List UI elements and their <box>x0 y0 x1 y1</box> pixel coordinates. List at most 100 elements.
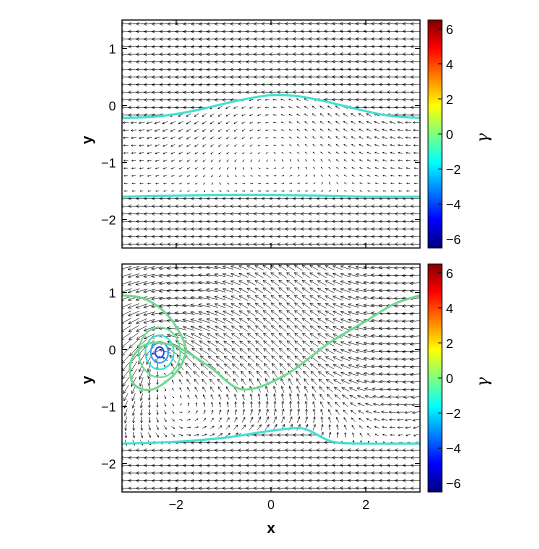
vector-arrow <box>223 333 233 340</box>
vector-arrow <box>300 59 312 64</box>
vector-arrow <box>131 393 136 402</box>
vector-arrow <box>409 349 420 354</box>
vector-arrow <box>264 114 269 116</box>
vector-arrow <box>358 121 364 125</box>
vector-arrow <box>347 295 359 301</box>
vector-arrow <box>331 455 344 460</box>
vortex-ring <box>144 334 175 371</box>
vector-arrow <box>289 408 293 416</box>
vector-arrow <box>166 281 179 286</box>
vector-arrow <box>270 302 279 309</box>
vector-arrow <box>315 59 328 64</box>
vector-arrow <box>132 416 136 424</box>
vector-arrow <box>359 190 363 192</box>
vector-arrow <box>122 377 130 387</box>
vector-arrow <box>405 434 411 437</box>
y-tick-label: 0 <box>109 343 116 358</box>
colorbar-tick-label: 4 <box>446 301 453 316</box>
vector-arrow <box>246 310 256 317</box>
vector-arrow <box>273 152 277 154</box>
vector-arrow <box>332 280 343 286</box>
vector-arrow <box>171 379 174 384</box>
vector-arrow <box>411 410 420 414</box>
vector-arrow <box>151 44 163 49</box>
vector-arrow <box>273 190 277 192</box>
vector-arrow <box>339 448 352 452</box>
vector-arrow <box>300 21 312 26</box>
vector-arrow <box>300 75 312 79</box>
vector-arrow <box>155 190 159 192</box>
vector-arrow <box>242 190 246 192</box>
vector-arrow <box>355 52 367 56</box>
vector-arrow <box>350 128 356 132</box>
vector-arrow <box>154 129 160 132</box>
vector-arrow <box>405 174 411 177</box>
vector-arrow <box>355 273 367 277</box>
vector-arrow <box>300 44 312 49</box>
vector-arrow <box>331 59 344 64</box>
vector-arrow <box>397 174 403 177</box>
vector-arrow <box>179 379 183 385</box>
vector-arrow <box>337 189 339 193</box>
vector-arrow <box>215 348 225 355</box>
vector-arrow <box>301 317 311 325</box>
vector-arrow <box>286 264 295 271</box>
vector-arrow <box>393 311 407 316</box>
vector-arrow <box>328 159 332 162</box>
vector-arrow <box>197 295 211 300</box>
vector-arrow <box>292 52 304 56</box>
vector-arrow <box>194 174 198 177</box>
vector-arrow <box>363 356 375 361</box>
vector-arrow <box>409 372 420 377</box>
vector-arrow <box>229 52 242 57</box>
vector-arrow <box>246 265 257 271</box>
vector-arrow <box>156 425 159 431</box>
colorbar-tick-label: 0 <box>446 371 453 386</box>
vector-arrow <box>373 418 380 421</box>
vector-arrow <box>226 144 230 147</box>
vector-arrow <box>221 52 234 57</box>
vector-arrow <box>281 393 285 401</box>
vector-arrow <box>182 486 195 491</box>
vector-arrow <box>320 143 324 147</box>
vector-arrow <box>213 265 226 270</box>
vector-arrow <box>265 167 269 169</box>
vector-arrow <box>249 190 254 192</box>
vector-arrow <box>286 347 295 355</box>
vector-arrow <box>381 426 388 429</box>
vector-arrow <box>340 303 351 308</box>
vector-arrow <box>281 408 285 416</box>
vector-arrow <box>317 280 327 286</box>
vector-arrow <box>340 341 351 346</box>
vector-arrow <box>339 486 352 490</box>
vector-arrow <box>279 362 286 370</box>
vector-arrow <box>190 310 203 316</box>
top-interface-1 <box>122 93 420 120</box>
vector-arrow <box>331 21 344 26</box>
vector-arrow <box>242 174 245 177</box>
vector-arrow <box>185 362 193 371</box>
vector-arrow <box>202 426 207 429</box>
vector-arrow <box>349 402 357 407</box>
vector-arrow <box>205 280 219 285</box>
vector-arrow <box>273 400 277 408</box>
vector-arrow <box>231 363 240 370</box>
vector-arrow <box>164 395 167 400</box>
vector-arrow <box>124 416 127 424</box>
vector-arrow <box>364 395 374 399</box>
vector-arrow <box>347 364 359 369</box>
vector-arrow <box>265 385 269 393</box>
vector-arrow <box>301 295 311 302</box>
vector-arrow <box>294 332 303 340</box>
vector-arrow <box>221 60 234 64</box>
vector-arrow <box>194 433 200 436</box>
vector-arrow <box>205 265 219 270</box>
bottom-vector-field <box>122 264 420 491</box>
vector-arrow <box>362 82 375 87</box>
vector-arrow <box>271 347 279 355</box>
vector-arrow <box>364 387 374 391</box>
vector-arrow <box>413 167 419 170</box>
vector-arrow <box>230 295 241 301</box>
vector-arrow <box>317 265 327 271</box>
vector-arrow <box>159 60 171 64</box>
